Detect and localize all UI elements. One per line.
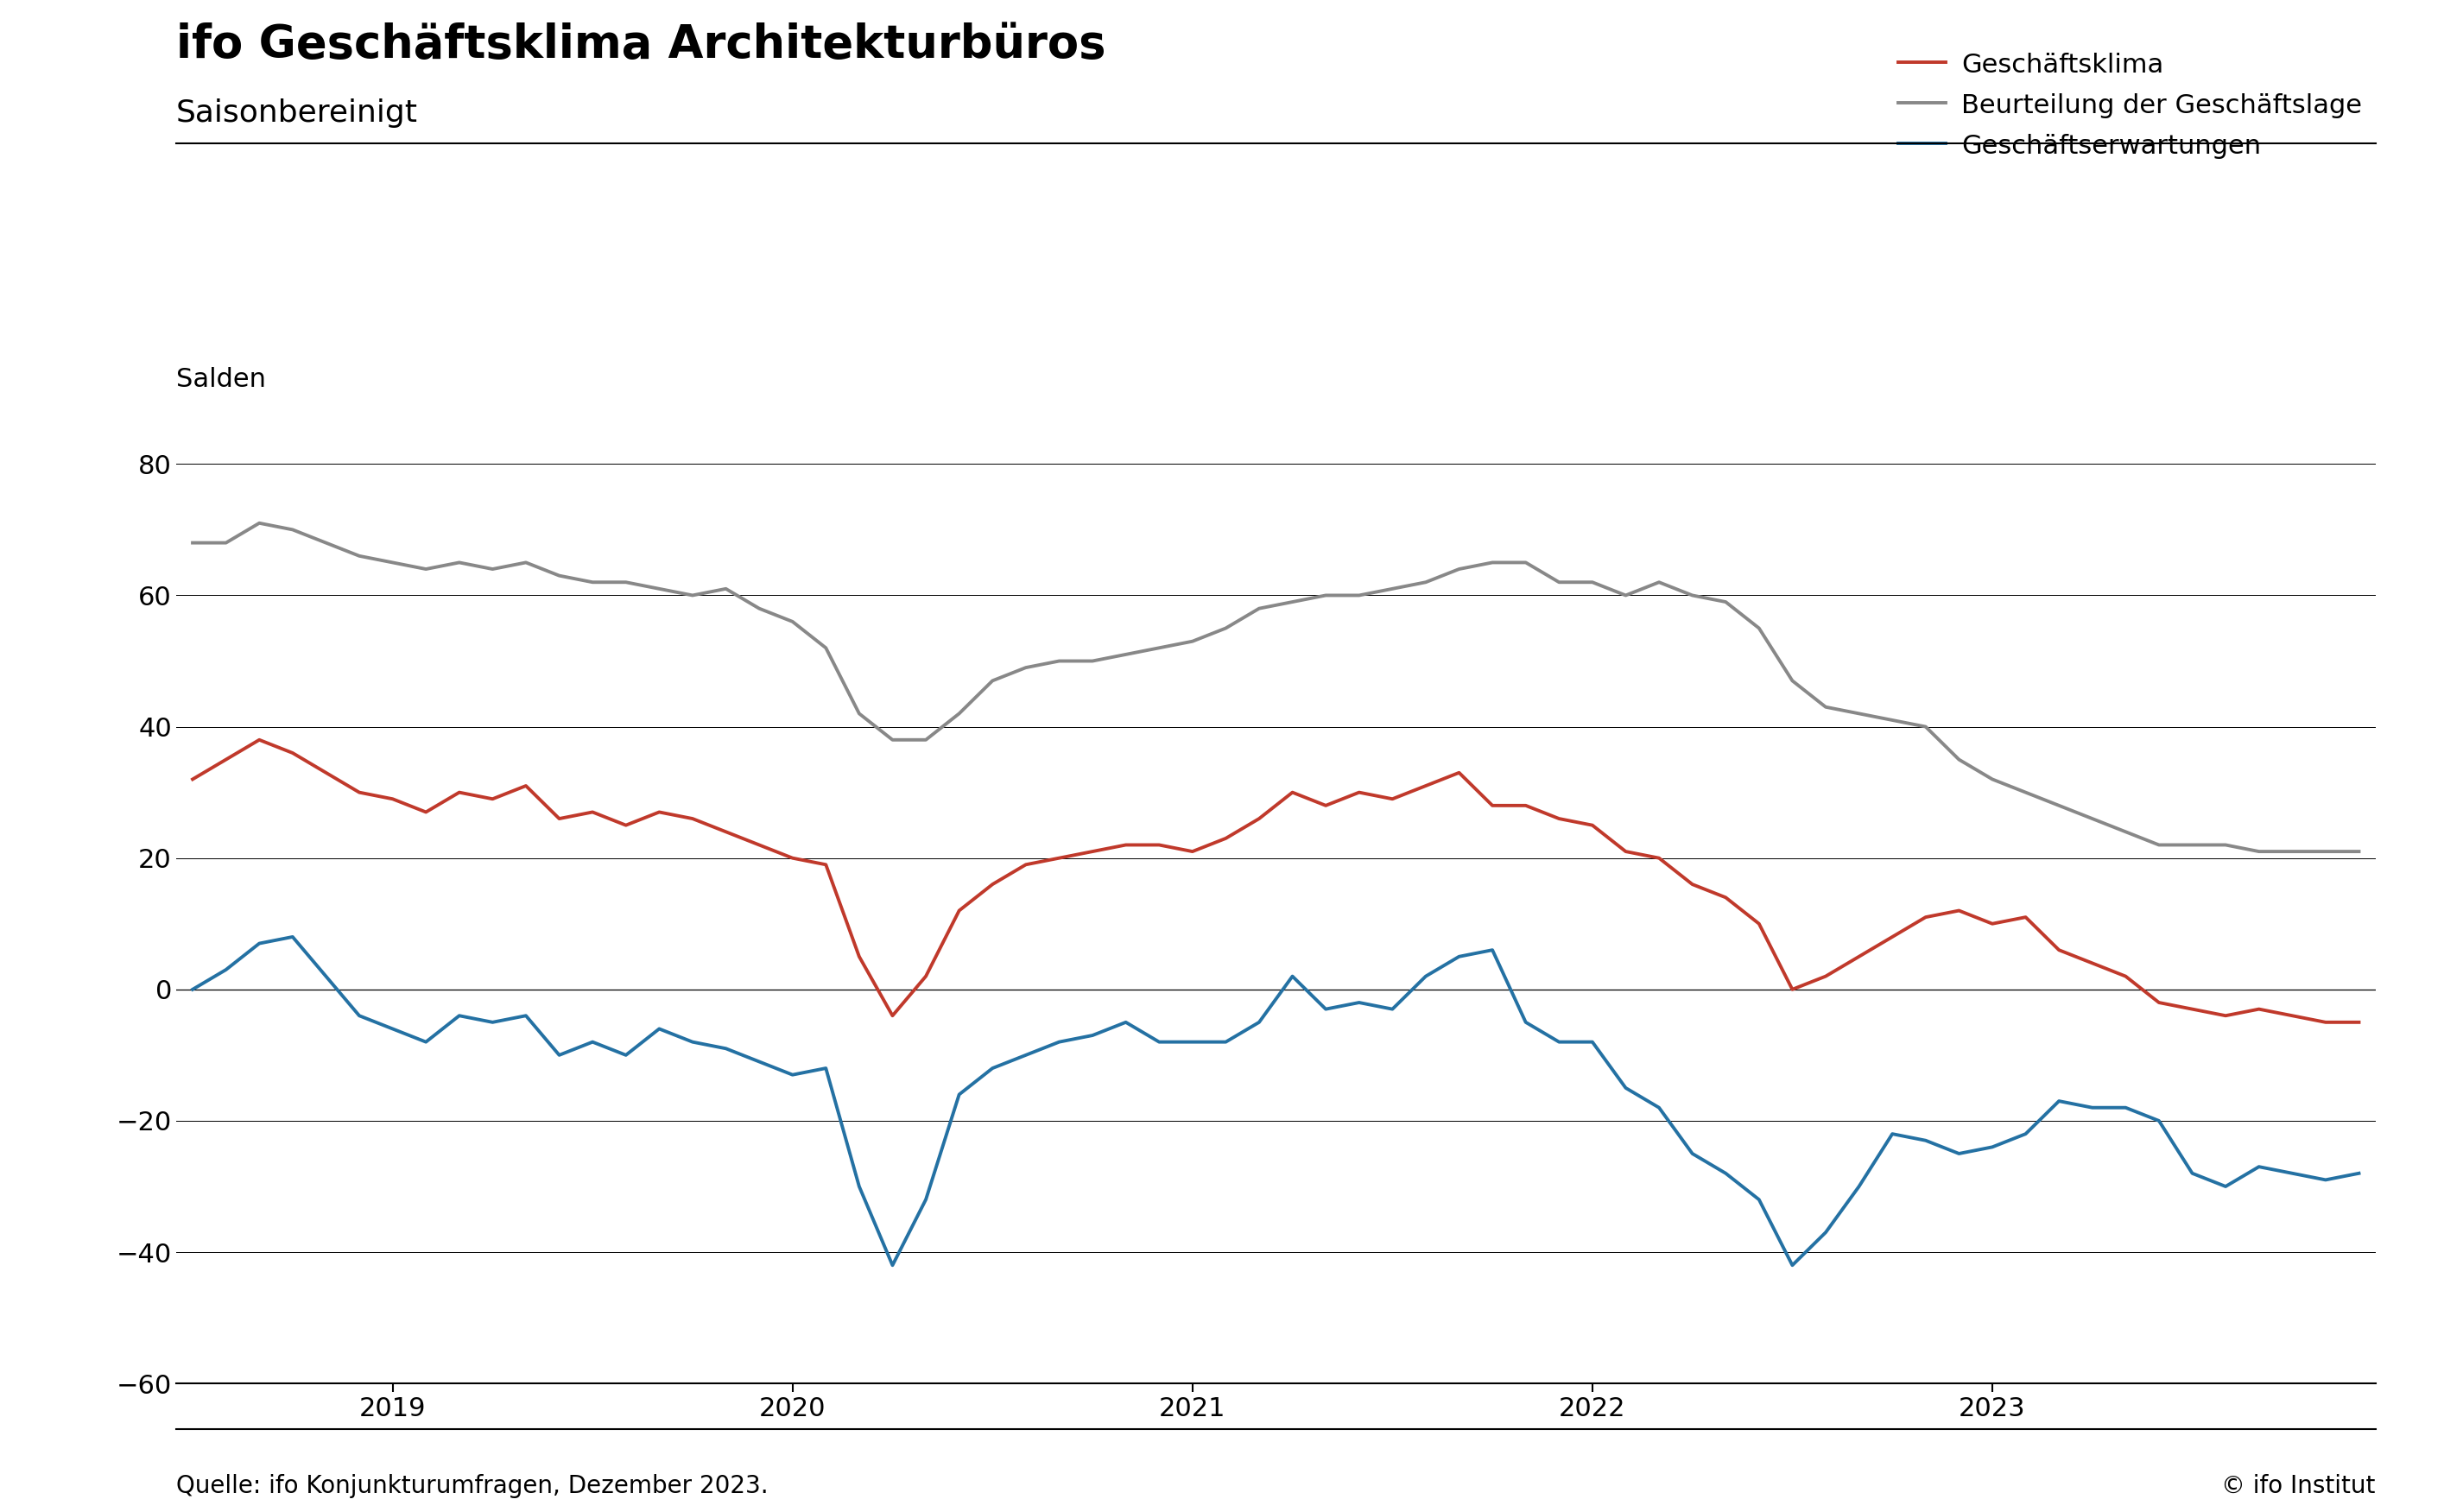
Legend: Geschäftsklima, Beurteilung der Geschäftslage, Geschäftserwartungen: Geschäftsklima, Beurteilung der Geschäft…: [1899, 51, 2363, 159]
Text: Salden: Salden: [176, 367, 266, 392]
Text: ifo Geschäftsklima Architekturbüros: ifo Geschäftsklima Architekturbüros: [176, 23, 1105, 68]
Text: © ifo Institut: © ifo Institut: [2222, 1474, 2376, 1498]
Text: Quelle: ifo Konjunkturumfragen, Dezember 2023.: Quelle: ifo Konjunkturumfragen, Dezember…: [176, 1474, 767, 1498]
Text: Saisonbereinigt: Saisonbereinigt: [176, 98, 418, 127]
